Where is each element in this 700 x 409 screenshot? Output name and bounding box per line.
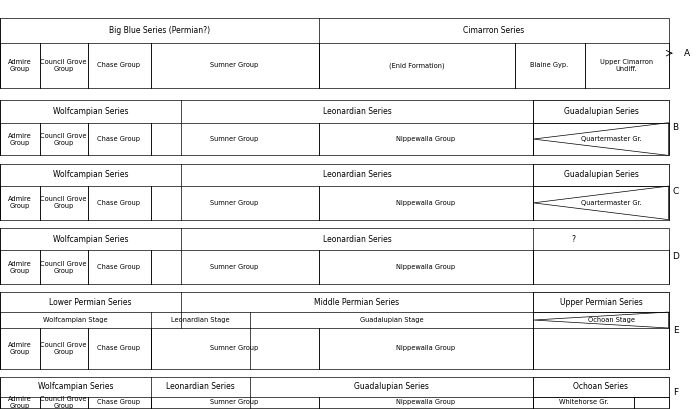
Bar — [533, 100, 668, 123]
Text: A: A — [684, 49, 690, 58]
Text: Nippewalla Group: Nippewalla Group — [396, 264, 456, 270]
Text: Big Blue Series (Permian?): Big Blue Series (Permian?) — [108, 26, 210, 35]
Text: Nippewalla Group: Nippewalla Group — [396, 400, 456, 405]
Text: Admire
Group: Admire Group — [8, 133, 32, 146]
Text: Whitehorse Gr.: Whitehorse Gr. — [559, 400, 608, 405]
Text: Leonardian Series: Leonardian Series — [323, 170, 391, 180]
Text: Nippewalla Group: Nippewalla Group — [396, 200, 456, 206]
Text: Wolfcampian Series: Wolfcampian Series — [38, 382, 113, 391]
Text: C: C — [673, 187, 678, 196]
Text: Upper Cimarron
Undiff.: Upper Cimarron Undiff. — [600, 59, 653, 72]
Text: Sumner Group: Sumner Group — [211, 136, 258, 142]
Bar — [0, 292, 668, 369]
Text: Wolfcampian Series: Wolfcampian Series — [52, 170, 128, 180]
Text: Wolfcampian Series: Wolfcampian Series — [52, 234, 128, 244]
Polygon shape — [533, 312, 668, 328]
Text: Upper Permian Series: Upper Permian Series — [559, 298, 643, 307]
Text: Council Grove
Group: Council Grove Group — [41, 261, 87, 274]
Text: Blaine Gyp.: Blaine Gyp. — [531, 63, 568, 68]
Polygon shape — [533, 123, 668, 155]
Text: Cimarron Series: Cimarron Series — [463, 26, 524, 35]
Text: Guadalupian Series: Guadalupian Series — [354, 382, 429, 391]
Text: Council Grove
Group: Council Grove Group — [41, 196, 87, 209]
Text: (Enid Formation): (Enid Formation) — [389, 62, 444, 69]
Text: Leonardian Stage: Leonardian Stage — [171, 317, 230, 323]
Text: Middle Permian Series: Middle Permian Series — [314, 298, 400, 307]
Text: Council Grove
Group: Council Grove Group — [41, 396, 87, 409]
Text: Sumner Group: Sumner Group — [211, 400, 258, 405]
Text: Council Grove
Group: Council Grove Group — [41, 342, 87, 355]
Text: Sumner Group: Sumner Group — [211, 63, 258, 68]
Text: Leonardian Series: Leonardian Series — [323, 107, 391, 116]
Text: Admire
Group: Admire Group — [8, 196, 32, 209]
Text: Chase Group: Chase Group — [97, 200, 141, 206]
Text: Admire
Group: Admire Group — [8, 342, 32, 355]
Text: Nippewalla Group: Nippewalla Group — [396, 136, 456, 142]
Text: Guadalupian Series: Guadalupian Series — [564, 170, 638, 180]
Text: Nippewalla Group: Nippewalla Group — [396, 346, 456, 351]
Text: Ochoan Series: Ochoan Series — [573, 382, 629, 391]
Bar — [533, 164, 668, 186]
Text: Ochoan Stage: Ochoan Stage — [588, 317, 635, 323]
Text: Admire
Group: Admire Group — [8, 261, 32, 274]
Text: Sumner Group: Sumner Group — [211, 346, 258, 351]
Text: F: F — [673, 388, 678, 397]
Bar — [533, 377, 668, 397]
Text: Lower Permian Series: Lower Permian Series — [49, 298, 132, 307]
Text: Wolfcampian Series: Wolfcampian Series — [52, 107, 128, 116]
Text: Leonardian Series: Leonardian Series — [323, 234, 391, 244]
Bar — [0, 377, 668, 408]
Text: Guadalupian Series: Guadalupian Series — [564, 107, 638, 116]
Text: Chase Group: Chase Group — [97, 63, 141, 68]
Text: Chase Group: Chase Group — [97, 346, 141, 351]
Text: ?: ? — [571, 234, 575, 244]
Text: Admire
Group: Admire Group — [8, 59, 32, 72]
Text: Leonardian Series: Leonardian Series — [166, 382, 235, 391]
Text: E: E — [673, 326, 678, 335]
Bar — [533, 292, 668, 312]
Polygon shape — [533, 186, 668, 220]
Text: Council Grove
Group: Council Grove Group — [41, 59, 87, 72]
Text: Sumner Group: Sumner Group — [211, 200, 258, 206]
Text: Sumner Group: Sumner Group — [211, 264, 258, 270]
Bar — [0, 228, 668, 284]
Text: Chase Group: Chase Group — [97, 136, 141, 142]
Bar — [0, 18, 668, 88]
Text: Chase Group: Chase Group — [97, 264, 141, 270]
Text: Council Grove
Group: Council Grove Group — [41, 133, 87, 146]
Bar — [0, 100, 668, 155]
Text: Wolfcampian Stage: Wolfcampian Stage — [43, 317, 108, 323]
Text: Chase Group: Chase Group — [97, 400, 141, 405]
Text: B: B — [673, 123, 678, 133]
Text: Admire
Group: Admire Group — [8, 396, 32, 409]
Text: D: D — [672, 252, 679, 261]
Text: Quartermaster Gr.: Quartermaster Gr. — [581, 136, 642, 142]
Bar — [0, 164, 668, 220]
Text: Guadalupian Stage: Guadalupian Stage — [360, 317, 424, 323]
Text: Quartermaster Gr.: Quartermaster Gr. — [581, 200, 642, 206]
